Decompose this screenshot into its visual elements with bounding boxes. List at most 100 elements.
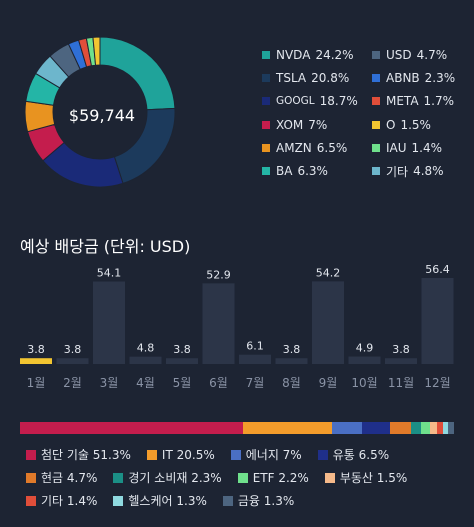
sector-swatch: [26, 472, 36, 483]
sector-label: ETF 2.2%: [252, 470, 309, 485]
legend-item-a-5: BA 6.3%: [262, 159, 358, 182]
sector-legend-item-0: 첨단 기술 51.3%: [26, 446, 131, 463]
legend-label: USD: [386, 47, 412, 62]
dividend-value-label-8: 54.2: [316, 266, 341, 279]
sector-segment-6: [420, 422, 431, 434]
legend-swatch: [372, 97, 380, 106]
dividend-bar-11[interactable]: [421, 278, 454, 364]
dividend-value-label-11: 56.4: [425, 263, 450, 276]
dividend-value-label-5: 52.9: [206, 268, 231, 281]
legend-label: TSLA: [276, 70, 307, 85]
legend-label: IAU: [386, 140, 407, 155]
legend-swatch: [262, 50, 270, 59]
dividend-chart-title: 예상 배당금 (단위: USD): [20, 237, 191, 256]
legend-percent: 1.7%: [423, 94, 455, 109]
sector-segment-7: [430, 422, 437, 434]
sector-swatch: [222, 495, 233, 506]
sector-label: 유통 6.5%: [332, 448, 390, 462]
sector-legend-item-6: ETF 2.2%: [237, 470, 309, 485]
sector-label: 부동산 1.5%: [339, 471, 408, 485]
sector-legend-item-9: 헬스케어 1.3%: [113, 492, 207, 509]
dividend-value-label-2: 54.1: [97, 267, 122, 280]
sector-legend-item-5: 경기 소비재 2.3%: [113, 469, 222, 486]
sector-legend-item-3: 유통 6.5%: [317, 446, 390, 463]
month-label-4: 5월: [173, 376, 192, 390]
dividend-bar-9[interactable]: [348, 356, 381, 364]
month-label-11: 12월: [424, 376, 450, 390]
dividend-value-label-1: 3.8: [64, 343, 82, 356]
legend-label: NVDA: [276, 47, 311, 62]
dividend-bar-7[interactable]: [275, 358, 308, 364]
sector-label: 경기 소비재 2.3%: [128, 471, 222, 485]
legend-swatch: [262, 97, 270, 106]
legend-item-a-0: NVDA 24.2%: [262, 43, 358, 66]
sector-swatch: [317, 449, 328, 460]
dividend-bar-8[interactable]: [312, 281, 344, 364]
month-label-1: 2월: [63, 376, 82, 390]
dividend-bar-2[interactable]: [93, 281, 125, 364]
legend-item-b-0: USD 4.7%: [372, 43, 455, 66]
legend-item-a-4: AMZN 6.5%: [262, 136, 358, 159]
month-label-8: 9월: [319, 376, 338, 390]
legend-label: GOOGL: [276, 95, 315, 108]
legend-swatch: [372, 73, 380, 82]
sector-label: IT 20.5%: [161, 447, 215, 462]
month-label-9: 10월: [351, 376, 377, 390]
dividend-value-label-9: 4.9: [356, 342, 374, 355]
legend-item-b-1: ABNB 2.3%: [372, 66, 455, 89]
sector-label: 첨단 기술 51.3%: [41, 448, 131, 462]
sector-legend-item-7: 부동산 1.5%: [324, 469, 408, 486]
dividend-value-label-10: 3.8: [392, 343, 410, 356]
donut-hole: [53, 65, 147, 159]
dividend-bar-4[interactable]: [166, 358, 198, 364]
month-label-0: 1월: [27, 376, 46, 390]
sector-swatch: [113, 495, 124, 506]
legend-swatch: [262, 120, 270, 129]
sector-swatch: [237, 472, 248, 483]
legend-item-b-5: 기타 4.8%: [372, 159, 455, 182]
legend-swatch: [262, 143, 270, 152]
month-label-10: 11월: [388, 376, 414, 390]
legend-percent: 18.7%: [319, 94, 358, 109]
holdings-legend-col2: USD 4.7% ABNB 2.3% META 1.7% O 1.5% IAU 1.4% 기타 4.8…: [372, 43, 455, 183]
monthly-dividend-bar-chart: 3.8 1월 3.8 2월 54.1 3월 4.8 4월 3.8 5월 52.9 6월 6.1 7월 3.8…: [20, 263, 454, 390]
sector-stacked-bar: [20, 422, 454, 434]
sector-segment-0: [20, 422, 243, 434]
sector-segment-4: [390, 422, 411, 434]
month-label-5: 6월: [209, 376, 228, 390]
legend-item-a-1: TSLA 20.8%: [262, 66, 358, 89]
legend-percent: 7%: [308, 117, 328, 132]
legend-percent: 24.2%: [315, 47, 354, 62]
legend-swatch: [372, 50, 380, 59]
dividend-value-label-7: 3.8: [283, 343, 301, 356]
dividend-bar-6[interactable]: [239, 354, 271, 364]
sector-segment-3: [361, 422, 391, 434]
sector-swatch: [26, 495, 36, 506]
legend-item-a-3: XOM 7%: [262, 113, 358, 136]
dividend-bar-0[interactable]: [20, 358, 52, 364]
dividend-bar-5[interactable]: [202, 283, 235, 364]
legend-swatch: [372, 143, 380, 152]
dividend-bar-3[interactable]: [129, 356, 162, 364]
portfolio-total: $59,744: [68, 106, 136, 125]
legend-label: BA: [276, 164, 293, 179]
sector-swatch: [26, 449, 36, 460]
sector-swatch: [230, 449, 241, 460]
sector-label: 헬스케어 1.3%: [128, 494, 207, 508]
sector-segment-2: [331, 422, 362, 434]
dividend-bar-10[interactable]: [385, 358, 417, 364]
holdings-legend-col1: NVDA 24.2% TSLA 20.8% GOOGL 18.7% XOM 7% AMZN 6.5…: [262, 43, 358, 183]
dividend-bar-1[interactable]: [56, 358, 89, 364]
legend-label: AMZN: [276, 140, 312, 155]
sector-legend-row-2: 기타 1.4% 헬스케어 1.3% 금융 1.3%: [26, 489, 466, 512]
legend-label: O: [386, 117, 396, 132]
dividend-value-label-0: 3.8: [27, 343, 45, 356]
sector-swatch: [324, 472, 335, 483]
sector-label: 금융 1.3%: [237, 494, 295, 508]
sector-legend-item-8: 기타 1.4%: [26, 492, 97, 509]
month-label-2: 3월: [100, 376, 119, 390]
portfolio-donut-chart: [24, 36, 176, 188]
legend-label: XOM: [276, 117, 304, 132]
legend-swatch: [372, 120, 380, 129]
month-label-7: 8월: [282, 376, 301, 390]
